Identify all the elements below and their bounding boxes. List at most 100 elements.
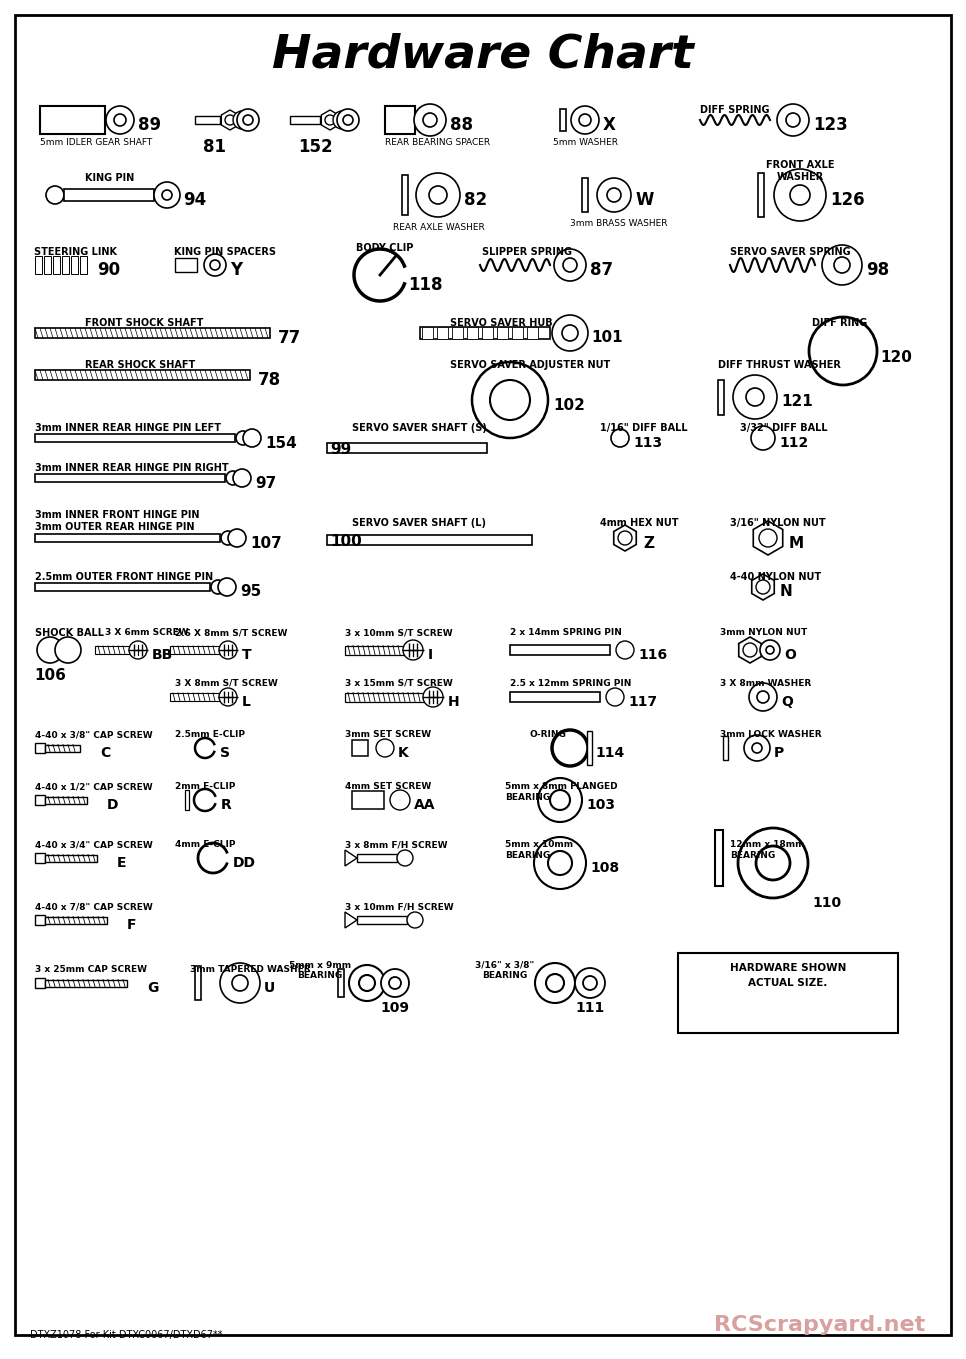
Polygon shape: [753, 520, 782, 554]
Bar: [35, 534, 220, 542]
Text: 2.5mm OUTER FRONT HINGE PIN: 2.5mm OUTER FRONT HINGE PIN: [35, 572, 213, 582]
Circle shape: [333, 111, 351, 129]
Text: BEARING: BEARING: [505, 794, 551, 802]
Text: 110: 110: [812, 896, 841, 911]
Circle shape: [228, 529, 246, 548]
Circle shape: [534, 837, 586, 889]
Text: 101: 101: [591, 330, 623, 345]
Text: REAR SHOCK SHAFT: REAR SHOCK SHAFT: [85, 360, 195, 370]
Bar: [35, 978, 45, 988]
Text: 117: 117: [628, 694, 657, 709]
Circle shape: [210, 260, 220, 270]
Bar: [715, 830, 723, 886]
Text: T: T: [242, 648, 251, 662]
Text: F: F: [127, 917, 136, 932]
Bar: [35, 474, 225, 482]
Circle shape: [548, 851, 572, 875]
Text: 3 x 8mm F/H SCREW: 3 x 8mm F/H SCREW: [345, 840, 447, 849]
Circle shape: [429, 186, 447, 204]
Bar: [758, 173, 764, 217]
Bar: [402, 175, 408, 215]
Text: 5mm x 8mm FLANGED: 5mm x 8mm FLANGED: [505, 781, 617, 791]
Text: 4-40 NYLON NUT: 4-40 NYLON NUT: [730, 572, 821, 582]
Circle shape: [114, 114, 126, 126]
Text: 98: 98: [866, 261, 889, 279]
Circle shape: [226, 472, 240, 485]
Bar: [35, 743, 45, 753]
Text: BODY CLIP: BODY CLIP: [356, 243, 413, 253]
Polygon shape: [322, 110, 339, 130]
Circle shape: [338, 116, 346, 124]
Text: 126: 126: [830, 192, 865, 209]
Text: C: C: [100, 746, 110, 760]
Bar: [195, 116, 220, 124]
Text: 111: 111: [576, 1002, 605, 1015]
Text: O: O: [784, 648, 796, 662]
Bar: [175, 258, 197, 272]
Polygon shape: [345, 912, 357, 928]
Circle shape: [221, 531, 235, 545]
Bar: [170, 646, 220, 654]
Text: M: M: [789, 535, 804, 550]
Text: 5mm WASHER: 5mm WASHER: [553, 139, 618, 147]
Circle shape: [225, 116, 235, 125]
Circle shape: [743, 643, 757, 656]
Polygon shape: [613, 525, 637, 550]
Text: 109: 109: [381, 1002, 410, 1015]
Bar: [45, 796, 87, 803]
Circle shape: [376, 739, 394, 757]
Text: KING PIN SPACERS: KING PIN SPACERS: [174, 247, 276, 257]
Text: 120: 120: [880, 351, 912, 366]
Circle shape: [359, 974, 375, 991]
Circle shape: [538, 777, 582, 822]
Text: SERVO SAVER SHAFT (S): SERVO SAVER SHAFT (S): [352, 423, 487, 434]
Bar: [35, 434, 235, 442]
Text: 77: 77: [278, 329, 301, 347]
Text: 4mm HEX NUT: 4mm HEX NUT: [600, 518, 678, 529]
Bar: [345, 693, 425, 701]
Text: 3 x 15mm S/T SCREW: 3 x 15mm S/T SCREW: [345, 680, 453, 688]
Text: 154: 154: [265, 435, 297, 450]
Text: 3/16" NYLON NUT: 3/16" NYLON NUT: [730, 518, 826, 529]
Text: 3 x 25mm CAP SCREW: 3 x 25mm CAP SCREW: [35, 965, 147, 974]
Text: I: I: [428, 648, 433, 662]
Circle shape: [219, 641, 237, 659]
Bar: [35, 795, 45, 805]
Circle shape: [129, 641, 147, 659]
Text: W: W: [635, 192, 653, 209]
Text: FRONT AXLE
WASHER: FRONT AXLE WASHER: [766, 160, 835, 182]
Text: 121: 121: [781, 394, 812, 409]
Text: 102: 102: [553, 397, 584, 413]
Text: 106: 106: [34, 669, 66, 684]
Circle shape: [337, 109, 359, 130]
Text: 100: 100: [330, 534, 361, 549]
Text: 87: 87: [590, 261, 613, 279]
Text: SHOCK BALL: SHOCK BALL: [35, 628, 104, 637]
Bar: [80, 255, 87, 275]
Circle shape: [786, 113, 800, 126]
Text: 99: 99: [330, 443, 352, 458]
Bar: [420, 328, 550, 338]
Text: 89: 89: [138, 116, 161, 135]
Text: 3 X 6mm SCREW: 3 X 6mm SCREW: [105, 628, 188, 637]
Circle shape: [233, 469, 251, 487]
Polygon shape: [221, 110, 239, 130]
Circle shape: [571, 106, 599, 135]
Circle shape: [423, 113, 437, 126]
Circle shape: [751, 425, 775, 450]
Circle shape: [809, 317, 877, 385]
Bar: [185, 790, 189, 810]
Polygon shape: [739, 637, 761, 663]
Text: DIFF SPRING: DIFF SPRING: [700, 105, 770, 116]
Bar: [35, 370, 250, 381]
Text: 95: 95: [240, 584, 261, 599]
Polygon shape: [345, 849, 357, 866]
Bar: [195, 966, 201, 1000]
Text: 108: 108: [590, 862, 619, 875]
Text: 152: 152: [298, 139, 332, 156]
Circle shape: [822, 245, 862, 285]
Circle shape: [218, 578, 236, 597]
Circle shape: [106, 106, 134, 135]
Text: 12mm x 18mm: 12mm x 18mm: [730, 840, 805, 849]
Circle shape: [232, 974, 248, 991]
